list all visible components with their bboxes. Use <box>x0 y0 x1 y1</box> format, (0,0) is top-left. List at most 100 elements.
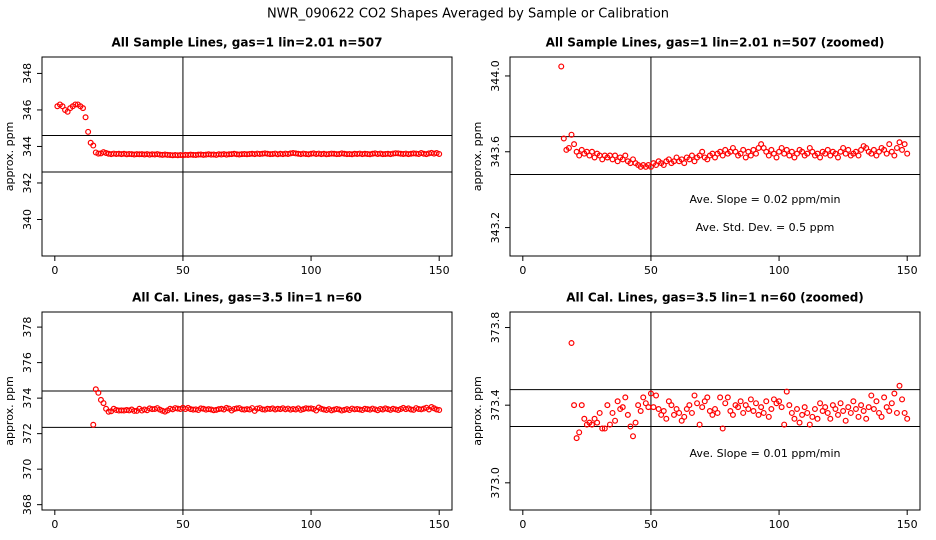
panel-title: All Cal. Lines, gas=3.5 lin=1 n=60 <box>132 291 362 305</box>
x-tick-label: 0 <box>51 518 58 531</box>
point <box>729 411 736 418</box>
point <box>822 404 829 411</box>
x-tick-label: 150 <box>429 518 450 531</box>
point <box>668 402 675 409</box>
point <box>783 388 790 395</box>
point <box>760 409 767 416</box>
point <box>824 146 831 153</box>
point <box>612 152 619 159</box>
y-tick-label: 344.0 <box>489 60 502 92</box>
point <box>699 404 706 411</box>
point <box>558 63 565 70</box>
point <box>650 404 657 411</box>
point <box>663 415 670 422</box>
x-tick-label: 100 <box>301 518 322 531</box>
point <box>560 135 567 142</box>
point <box>747 396 754 403</box>
point <box>100 400 107 407</box>
point <box>811 406 818 413</box>
point <box>776 398 783 405</box>
point <box>852 406 859 413</box>
point <box>105 408 112 415</box>
point <box>758 404 765 411</box>
point <box>773 154 780 161</box>
y-axis-label: approx. ppm <box>3 122 16 192</box>
point <box>814 415 821 422</box>
point <box>904 415 911 422</box>
point <box>878 413 885 420</box>
point <box>382 405 389 412</box>
y-tick-label: 373.0 <box>489 467 502 499</box>
point <box>629 433 636 440</box>
point <box>888 400 895 407</box>
point <box>568 131 575 138</box>
point <box>722 400 729 407</box>
point <box>801 404 808 411</box>
point <box>599 425 606 432</box>
point <box>681 160 688 167</box>
point <box>891 390 898 397</box>
point <box>594 419 601 426</box>
point <box>622 152 629 159</box>
point <box>694 400 701 407</box>
point <box>645 404 652 411</box>
point <box>614 398 621 405</box>
point <box>827 415 834 422</box>
point <box>740 409 747 416</box>
x-tick-label: 50 <box>644 264 658 277</box>
point <box>747 152 754 159</box>
point <box>571 402 578 409</box>
y-tick-label: 343.2 <box>489 212 502 244</box>
point <box>804 409 811 416</box>
point <box>640 394 647 401</box>
point <box>627 423 634 430</box>
y-tick-label: 378 <box>21 317 34 338</box>
point <box>82 114 89 121</box>
point <box>781 421 788 428</box>
point <box>609 409 616 416</box>
point <box>719 152 726 159</box>
point <box>834 154 841 161</box>
point <box>571 141 578 148</box>
point <box>581 415 588 422</box>
point <box>860 408 867 415</box>
point <box>824 409 831 416</box>
y-tick-label: 343.6 <box>489 136 502 168</box>
point <box>837 400 844 407</box>
point <box>632 419 639 426</box>
point <box>799 411 806 418</box>
point <box>619 404 626 411</box>
panel-title: All Sample Lines, gas=1 lin=2.01 n=507 <box>112 36 383 50</box>
x-tick-label: 150 <box>429 264 450 277</box>
point <box>655 406 662 413</box>
y-tick-label: 340 <box>21 209 34 230</box>
point <box>688 409 695 416</box>
point <box>660 408 667 415</box>
point <box>868 392 875 399</box>
point <box>308 405 315 412</box>
point <box>704 394 711 401</box>
point <box>568 340 575 347</box>
point <box>850 398 857 405</box>
x-tick-label: 0 <box>51 264 58 277</box>
point <box>688 152 695 159</box>
point <box>896 139 903 146</box>
point <box>369 405 376 412</box>
point <box>750 408 757 415</box>
point <box>847 409 854 416</box>
point <box>855 413 862 420</box>
point <box>793 406 800 413</box>
y-tick-label: 342 <box>21 172 34 193</box>
point <box>778 404 785 411</box>
point <box>755 411 762 418</box>
x-tick-label: 0 <box>519 518 526 531</box>
y-tick-label: 372 <box>21 423 34 444</box>
point <box>855 152 862 159</box>
point <box>899 396 906 403</box>
panel-title: All Sample Lines, gas=1 lin=2.01 n=507 (… <box>546 36 885 50</box>
point <box>606 421 613 428</box>
point <box>338 407 345 414</box>
point <box>763 398 770 405</box>
y-tick-label: 370 <box>21 459 34 480</box>
annotation: Ave. Std. Dev. = 0.5 ppm <box>696 221 835 234</box>
